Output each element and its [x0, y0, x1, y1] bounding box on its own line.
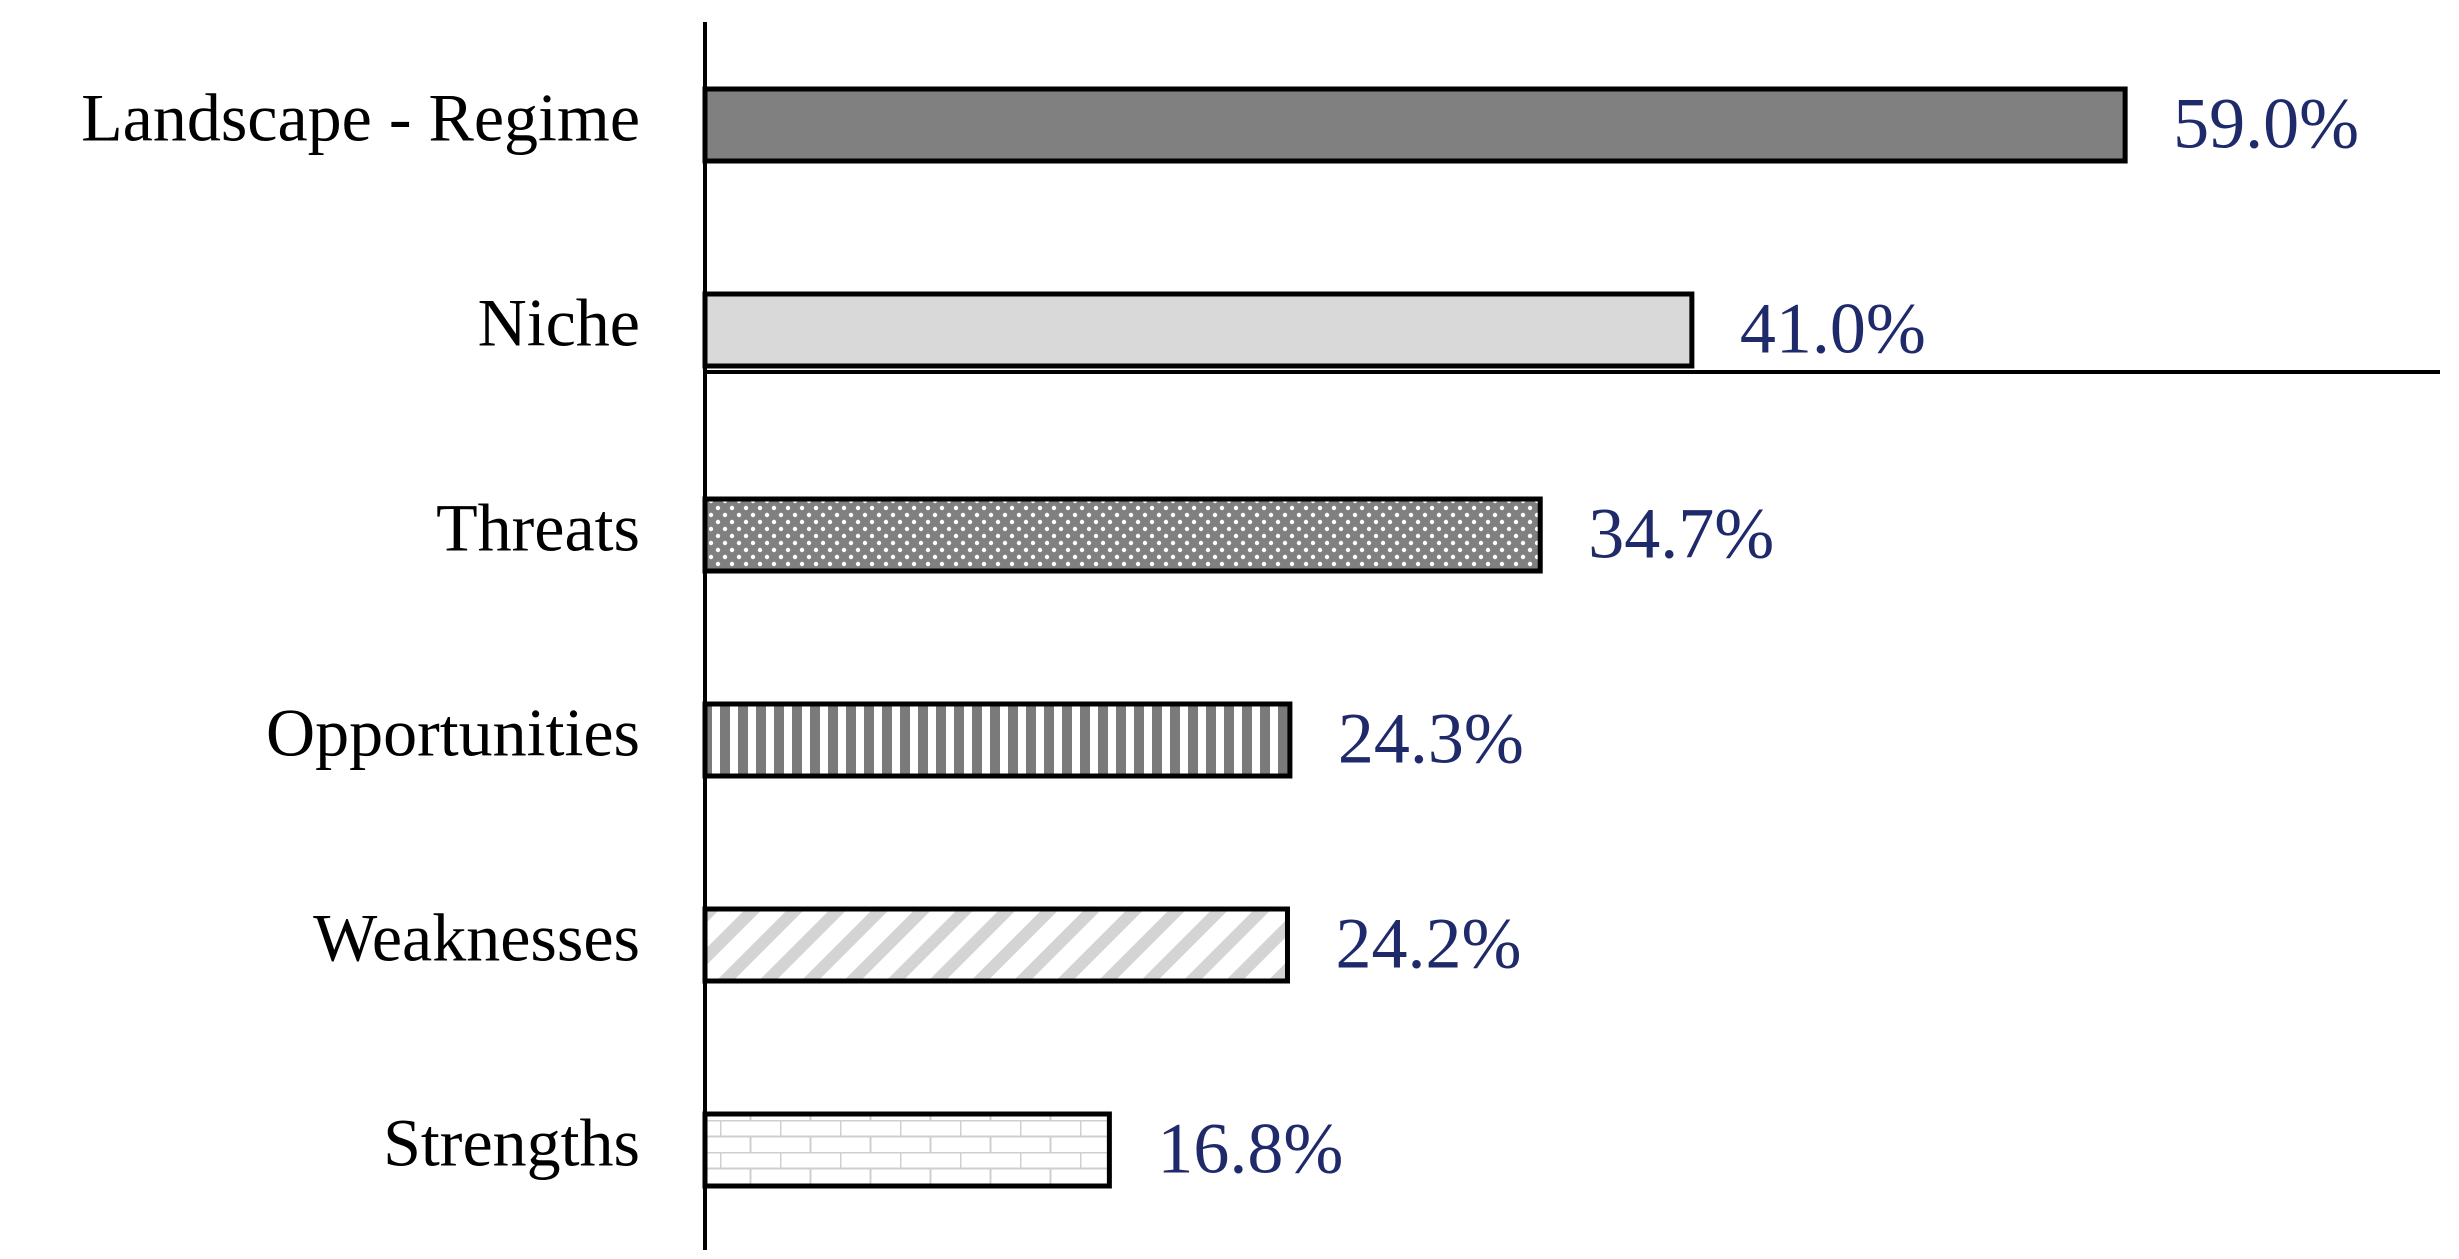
category-label: Threats	[436, 490, 640, 566]
category-label: Weaknesses	[313, 900, 640, 976]
labels-layer: Landscape - Regime 59.0% Niche 41.0% Threats…	[81, 80, 2359, 1189]
value-label: 24.2%	[1335, 904, 1521, 984]
category-label: Landscape - Regime	[81, 80, 640, 156]
bar-landscape-regime	[702, 86, 2128, 164]
bars-layer	[702, 86, 2128, 1189]
category-label: Strengths	[383, 1105, 640, 1181]
bar-niche	[702, 291, 1695, 369]
bar-strengths	[702, 1111, 1112, 1189]
bar-threats	[702, 496, 1543, 574]
value-label: 16.8%	[1157, 1109, 1343, 1189]
bar-opportunities	[702, 701, 1293, 779]
value-label: 59.0%	[2173, 84, 2359, 164]
value-label: 34.7%	[1588, 494, 1774, 574]
category-label: Opportunities	[266, 695, 640, 771]
category-label: Niche	[478, 285, 640, 361]
value-label: 41.0%	[1740, 289, 1926, 369]
bar-weaknesses	[702, 906, 1290, 984]
value-label: 24.3%	[1338, 699, 1524, 779]
